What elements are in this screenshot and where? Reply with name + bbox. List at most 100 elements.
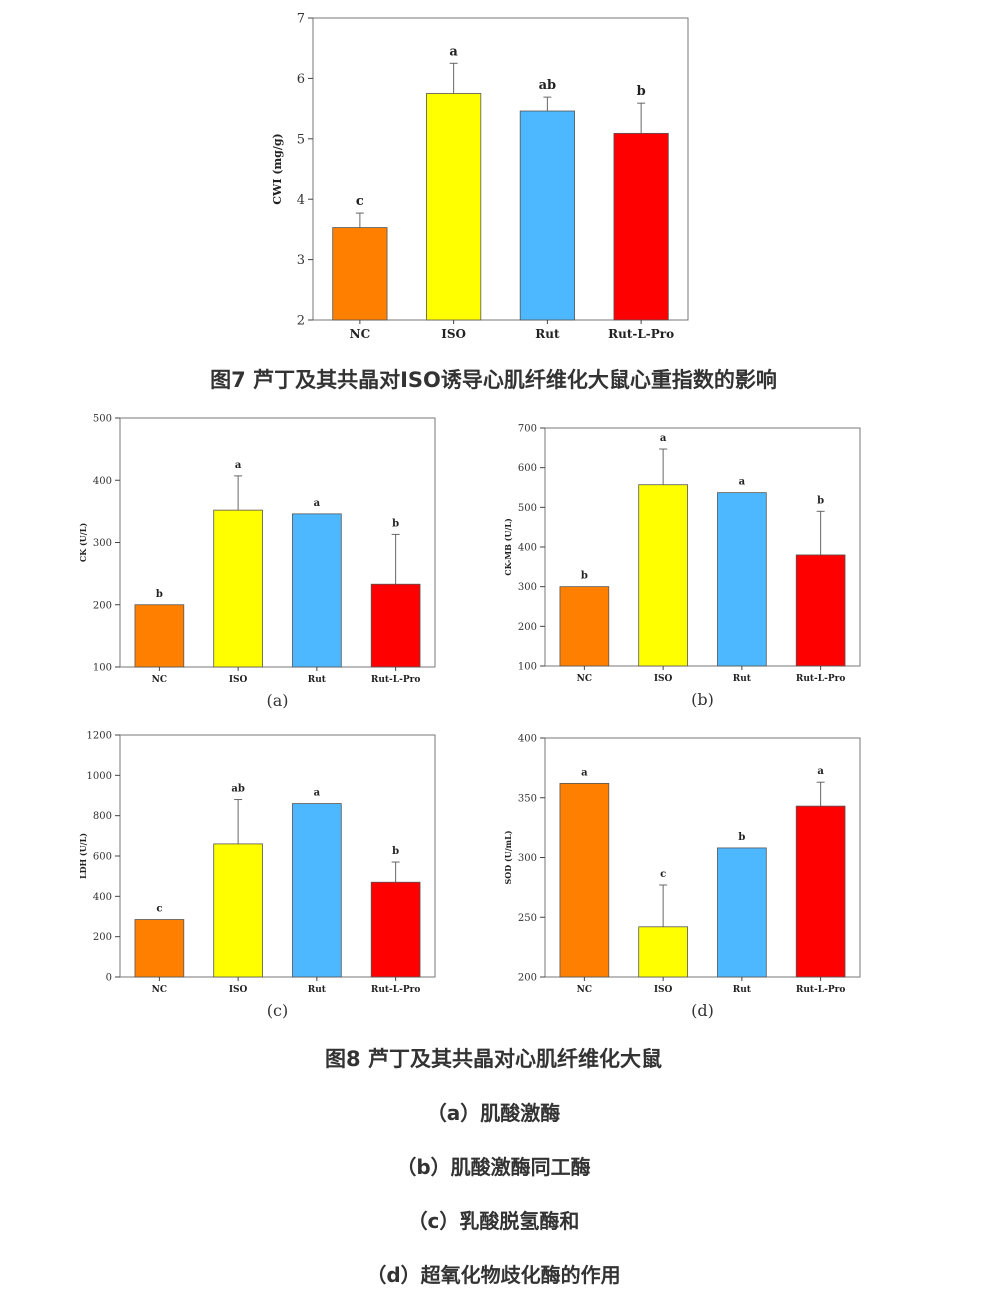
plot-frame [312,17,689,321]
x-tick-label-rut: Rut [733,985,752,995]
significance-label-rut-l-pro: b [392,518,399,529]
significance-label-nc: b [156,589,163,600]
chart-svg: 0 200 400 600 800 1000 1200 LDH (U/L) c NC ab ISO a R… [78,731,436,1020]
y-tick-label: 0 [106,973,112,984]
y-tick-label: 600 [93,852,112,863]
significance-label-iso: a [660,433,667,444]
x-tick-label-rut: Rut [535,327,560,341]
y-tick-label: 2 [297,314,305,329]
bar-nc [559,783,610,978]
panel-label: (c) [267,1001,288,1020]
figure-8-caption: 图8 芦丁及其共晶对心肌纤维化大鼠 [325,1047,662,1071]
significance-label-nc: c [156,904,162,915]
panel-label: (d) [691,1001,714,1020]
x-tick-label-nc: NC [350,327,371,341]
significance-label-rut-l-pro: a [817,766,824,777]
bar-rut-l-pro [795,554,846,667]
y-tick-label: 4 [297,193,305,208]
y-tick-label: 200 [93,932,112,943]
figure-8-subcaption-b: （b）肌酸激酶同工酶 [396,1155,591,1179]
y-tick-label: 350 [518,793,537,804]
y-tick-label: 3 [297,253,305,268]
x-tick-label-iso: ISO [229,675,248,685]
bar-rut-l-pro [795,805,846,978]
y-axis-label: CWI (mg/g) [271,133,284,205]
bar-iso [638,484,688,667]
sod-bar-chart: 200 250 300 350 400 SOD (U/mL) a NC c ISO b Rut a Rut… [495,730,870,1020]
significance-label-iso: a [235,460,242,471]
figure-8-subcaption-a: （a）肌酸激酶 [426,1101,561,1125]
figure-8-subcaption-c: （c）乳酸脱氢酶和 [407,1209,580,1233]
cwi-bar-chart: 2 3 4 5 6 7 CWI (mg/g) c NC a ISO ab Rut b Rut-L-Pro [268,8,698,353]
chart-svg: 100 200 300 400 500 600 700 CK-MB (U/L) b NC a ISO a… [503,424,861,709]
y-tick-label: 200 [93,600,112,611]
y-tick-label: 100 [518,662,537,673]
y-tick-label: 7 [297,12,305,27]
y-tick-label: 1200 [87,731,112,742]
y-tick-label: 1000 [87,771,112,782]
significance-label-rut: a [314,788,321,799]
significance-label-rut: a [314,498,321,509]
bar-rut [292,513,342,668]
y-tick-label: 5 [297,132,305,147]
y-axis-label: LDH (U/L) [78,833,88,879]
y-tick-label: 400 [93,476,112,487]
x-tick-label-iso: ISO [654,985,673,995]
bar-iso [638,926,688,978]
bar-iso [213,509,263,668]
y-axis-label: SOD (U/mL) [503,830,513,884]
y-tick-label: 250 [518,913,537,924]
panel-label: (a) [266,691,288,710]
significance-label-iso: ab [231,784,244,795]
y-tick-label: 400 [518,543,537,554]
bar-rut [717,847,767,978]
bar-rut [519,110,575,321]
bar-rut [292,803,342,978]
x-tick-label-iso: ISO [654,674,673,684]
x-tick-label-rut-l-pro: Rut-L-Pro [371,675,421,685]
significance-label-nc: a [581,767,588,778]
bar-nc [559,586,610,667]
bar-nc [134,919,185,978]
x-tick-label-rut-l-pro: Rut-L-Pro [796,985,846,995]
y-axis-label: CK-MB (U/L) [503,518,513,576]
y-tick-label: 300 [518,582,537,593]
bar-rut-l-pro [613,132,669,321]
y-tick-label: 700 [518,424,537,435]
x-tick-label-rut: Rut [308,985,327,995]
bar-rut [717,492,767,667]
ck-mb-bar-chart: 100 200 300 400 500 600 700 CK-MB (U/L) b NC a ISO a… [495,420,870,715]
significance-label-nc: c [356,194,364,209]
panel-label: (b) [691,690,714,709]
x-tick-label-iso: ISO [229,985,248,995]
significance-label-nc: b [581,571,588,582]
x-tick-label-rut: Rut [308,675,327,685]
bar-iso [426,93,482,321]
significance-label-iso: a [449,44,458,59]
x-tick-label-nc: NC [152,675,167,685]
y-tick-label: 400 [518,734,537,745]
bar-rut-l-pro [370,881,421,978]
ck-bar-chart: 100 200 300 400 500 CK (U/L) b NC a ISO a Rut b Rut-L… [70,410,445,715]
chart-svg: 2 3 4 5 6 7 CWI (mg/g) c NC a ISO ab Rut b Rut-L-Pro [271,12,689,341]
y-tick-label: 100 [93,663,112,674]
figure-7-caption: 图7 芦丁及其共晶对ISO诱导心肌纤维化大鼠心重指数的影响 [210,368,777,392]
y-tick-label: 200 [518,973,537,984]
significance-label-rut-l-pro: b [637,84,646,99]
bar-nc [332,227,388,321]
y-tick-label: 600 [518,463,537,474]
figure-8-subcaption-d: （d）超氧化物歧化酶的作用 [366,1263,621,1287]
significance-label-rut-l-pro: b [817,495,824,506]
significance-label-rut: ab [539,78,557,93]
y-tick-label: 300 [518,853,537,864]
significance-label-rut: b [738,832,745,843]
significance-label-rut-l-pro: b [392,846,399,857]
y-tick-label: 800 [93,811,112,822]
x-tick-label-rut: Rut [733,674,752,684]
ldh-bar-chart: 0 200 400 600 800 1000 1200 LDH (U/L) c NC ab ISO a R… [70,727,445,1020]
x-tick-label-rut-l-pro: Rut-L-Pro [796,674,846,684]
x-tick-label-nc: NC [577,674,592,684]
y-tick-label: 400 [93,892,112,903]
x-tick-label-rut-l-pro: Rut-L-Pro [608,327,674,341]
significance-label-rut: a [739,477,746,488]
